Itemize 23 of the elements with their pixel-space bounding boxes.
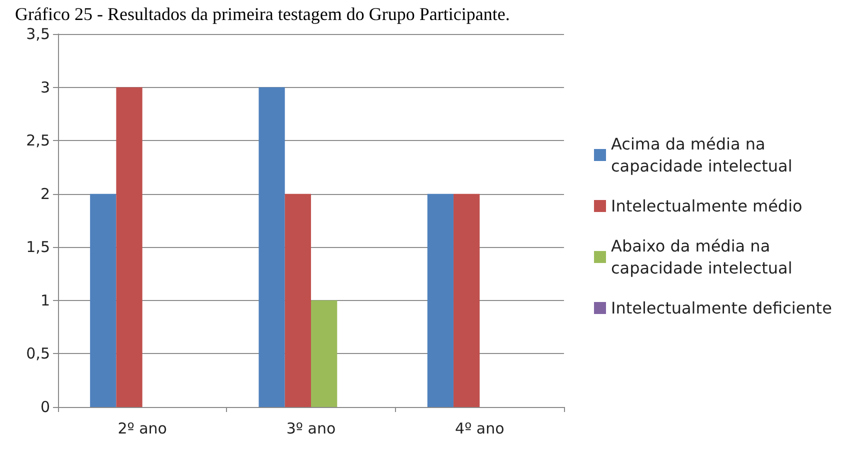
bar — [258, 87, 285, 407]
x-tick-label: 2º ano — [118, 420, 167, 438]
y-tick-label: 1,5 — [26, 238, 50, 256]
y-tick-label: 2,5 — [26, 132, 50, 150]
x-tick-label: 3º ano — [286, 420, 336, 438]
y-tick-label: 3,5 — [26, 25, 50, 43]
y-tick-label: 2 — [40, 184, 50, 203]
legend-label: Intelectualmente médio — [611, 196, 802, 216]
legend-label: Abaixo da média na capacidade intelectual — [611, 236, 792, 278]
bar — [116, 87, 142, 407]
y-tick-label: 0 — [40, 398, 50, 416]
x-tick-label: 4º ano — [455, 420, 504, 438]
bar — [454, 194, 480, 407]
bar — [90, 194, 116, 407]
y-tick-label: 3 — [40, 78, 50, 96]
legend-label: Acima da média na capacidade intelectual — [611, 134, 792, 176]
legend-label: Intelectualmente deficiente — [611, 298, 832, 318]
y-tick-label: 0,5 — [26, 344, 50, 363]
y-tick-label: 1 — [40, 291, 50, 310]
bar — [311, 300, 338, 407]
bar — [284, 194, 311, 407]
chart-title: Gráfico 25 - Resultados da primeira testagem do Grupo Participante. — [15, 4, 510, 24]
bar — [427, 194, 454, 407]
